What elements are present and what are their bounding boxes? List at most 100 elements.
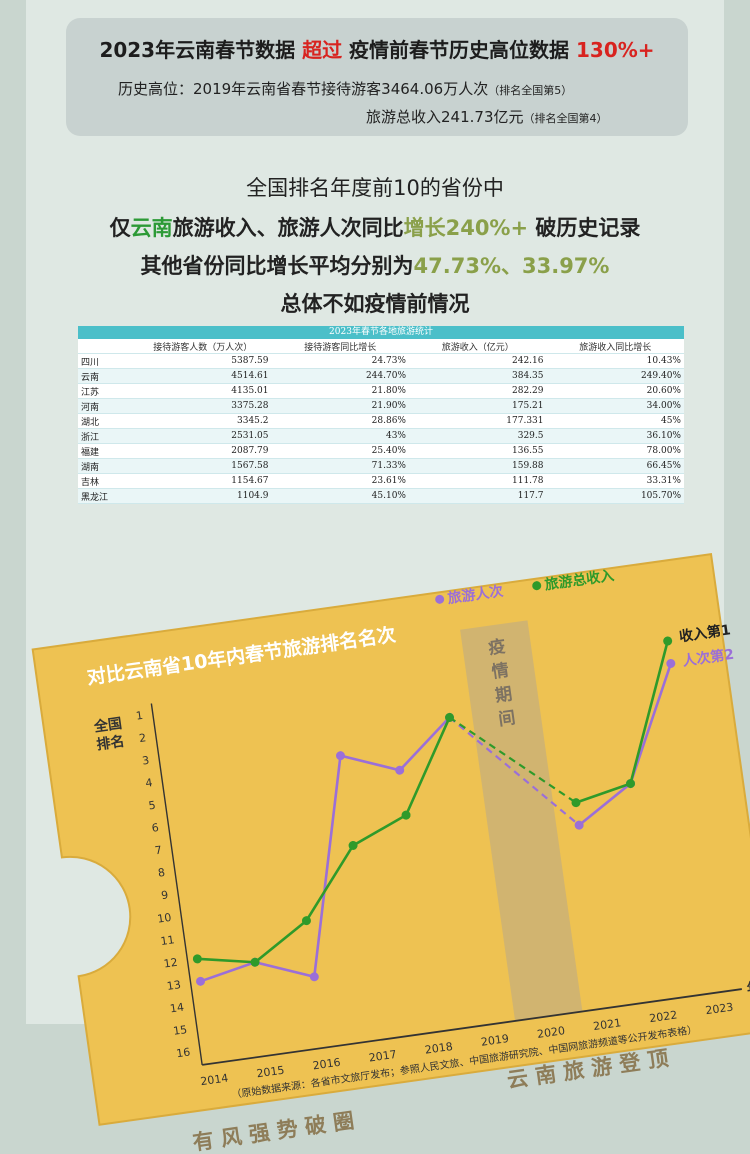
y-axis-label: 排名 xyxy=(95,733,125,754)
value-cell: 117.7 xyxy=(409,488,547,504)
value-cell: 28.86% xyxy=(271,413,409,429)
s2-c: 旅游收入、旅游人次同比 xyxy=(172,216,404,240)
value-cell: 25.40% xyxy=(271,443,409,459)
province-cell: 湖南 xyxy=(78,458,134,474)
table-row: 吉林 1154.67 23.61% 111.78 33.31% xyxy=(78,473,684,489)
value-cell: 21.90% xyxy=(271,398,409,414)
headline-part-d: 130%+ xyxy=(576,38,655,62)
headline-box: 2023年云南春节数据 超过 疫情前春节历史高位数据 130%+ 历史高位：20… xyxy=(66,18,688,136)
headline-part-b: 超过 xyxy=(302,38,343,62)
y-tick-label: 5 xyxy=(148,799,157,813)
data-point xyxy=(571,798,581,808)
headline-part-c: 疫情前春节历史高位数据 xyxy=(342,38,577,62)
y-tick-label: 14 xyxy=(169,1001,185,1016)
value-cell: 21.80% xyxy=(271,383,409,399)
value-cell: 175.21 xyxy=(409,398,547,414)
value-cell: 20.60% xyxy=(546,383,684,399)
y-tick-label: 2 xyxy=(138,731,147,745)
history-income: 旅游总收入241.73亿元 xyxy=(366,108,524,126)
province-cell: 吉林 xyxy=(78,473,134,489)
value-cell: 3345.2 xyxy=(134,413,272,429)
y-tick-label: 4 xyxy=(145,776,154,790)
data-point xyxy=(309,972,319,982)
y-tick-label: 10 xyxy=(157,911,173,926)
y-tick-label: 6 xyxy=(151,821,160,835)
table-header-cell xyxy=(78,339,134,354)
table-row: 江苏 4135.01 21.80% 282.29 20.60% xyxy=(78,383,684,399)
history-visitors-rank: （排名全国第5） xyxy=(488,84,573,97)
province-cell: 四川 xyxy=(78,353,134,369)
value-cell: 34.00% xyxy=(546,398,684,414)
value-cell: 33.31% xyxy=(546,473,684,489)
province-cell: 福建 xyxy=(78,443,134,459)
value-cell: 1567.58 xyxy=(134,458,272,474)
table-body: 四川 5387.59 24.73% 242.16 10.43% 云南 4514.61 244.… xyxy=(78,353,684,504)
headline-part-a: 2023年云南春节数据 xyxy=(99,38,303,62)
value-cell: 329.5 xyxy=(409,428,547,444)
data-point xyxy=(348,840,358,850)
value-cell: 2087.79 xyxy=(134,443,272,459)
x-tick-label: 2017 xyxy=(368,1048,398,1065)
table-caption: 2023年春节各地旅游统计 xyxy=(78,326,684,339)
stats-table: 2023年春节各地旅游统计 接待游客人数（万人次） 接待游客同比增长 旅游收入（亿元… xyxy=(78,326,684,504)
value-cell: 71.33% xyxy=(271,458,409,474)
x-tick-label: 2015 xyxy=(256,1064,286,1081)
data-point xyxy=(395,765,405,775)
value-cell: 4135.01 xyxy=(134,383,272,399)
province-cell: 云南 xyxy=(78,368,134,384)
value-cell: 105.70% xyxy=(546,488,684,504)
value-cell: 10.43% xyxy=(546,353,684,369)
table-row: 河南 3375.28 21.90% 175.21 34.00% xyxy=(78,398,684,414)
series-dashed-income xyxy=(448,716,577,804)
value-cell: 136.55 xyxy=(409,443,547,459)
data-point xyxy=(196,976,206,986)
y-tick-label: 9 xyxy=(160,888,169,902)
y-tick-label: 12 xyxy=(163,956,179,971)
history-line-2: 旅游总收入241.73亿元（排名全国第4） xyxy=(366,106,608,127)
value-cell: 4514.61 xyxy=(134,368,272,384)
x-tick-label: 2023 xyxy=(705,1001,735,1018)
y-tick-label: 7 xyxy=(154,843,163,857)
value-cell: 24.73% xyxy=(271,353,409,369)
series-line-visitors xyxy=(200,716,451,983)
province-cell: 江苏 xyxy=(78,383,134,399)
x-axis xyxy=(202,988,742,1066)
y-axis-label: 全国 xyxy=(92,715,123,736)
table-header-cell: 接待游客同比增长 xyxy=(271,339,409,354)
y-tick-label: 15 xyxy=(172,1023,188,1038)
data-point xyxy=(335,751,345,761)
covid-band xyxy=(460,620,583,1021)
data-point xyxy=(445,712,455,722)
value-cell: 23.61% xyxy=(271,473,409,489)
s3-b: 47.73%、33.97% xyxy=(413,254,610,278)
table-row: 四川 5387.59 24.73% 242.16 10.43% xyxy=(78,353,684,369)
table-row: 湖北 3345.2 28.86% 177.331 45% xyxy=(78,413,684,429)
s2-b: 云南 xyxy=(130,216,173,240)
statement-3: 其他省份同比增长平均分别为47.73%、33.97% xyxy=(0,250,750,280)
value-cell: 1154.67 xyxy=(134,473,272,489)
covid-band-label: 期 xyxy=(494,684,514,706)
x-tick-label: 2019 xyxy=(480,1032,510,1049)
statement-4: 总体不如疫情前情况 xyxy=(280,292,470,316)
s2-d: 增长240%+ xyxy=(403,216,529,240)
covid-band-label: 间 xyxy=(497,707,517,730)
value-cell: 244.70% xyxy=(271,368,409,384)
value-cell: 3375.28 xyxy=(134,398,272,414)
data-point xyxy=(666,658,676,668)
ticket-card xyxy=(31,552,750,1126)
history-line-1: 历史高位：2019年云南省春节接待游客3464.06万人次（排名全国第5） xyxy=(118,78,572,99)
table-header-cell: 旅游收入（亿元） xyxy=(409,339,547,354)
statement-2: 仅云南旅游收入、旅游人次同比增长240%+ 破历史记录 xyxy=(0,212,750,242)
value-cell: 66.45% xyxy=(546,458,684,474)
value-cell: 5387.59 xyxy=(134,353,272,369)
covid-band-label: 情 xyxy=(490,660,510,683)
data-point xyxy=(192,954,202,964)
x-tick-label: 2016 xyxy=(312,1056,342,1073)
value-cell: 43% xyxy=(271,428,409,444)
table-row: 黑龙江 1104.9 45.10% 117.7 105.70% xyxy=(78,488,684,504)
slogan-left: 有 风 强 势 破 圈 xyxy=(191,1108,355,1154)
x-tick-label: 2021 xyxy=(592,1016,622,1033)
headline: 2023年云南春节数据 超过 疫情前春节历史高位数据 130%+ xyxy=(66,34,688,63)
value-cell: 78.00% xyxy=(546,443,684,459)
